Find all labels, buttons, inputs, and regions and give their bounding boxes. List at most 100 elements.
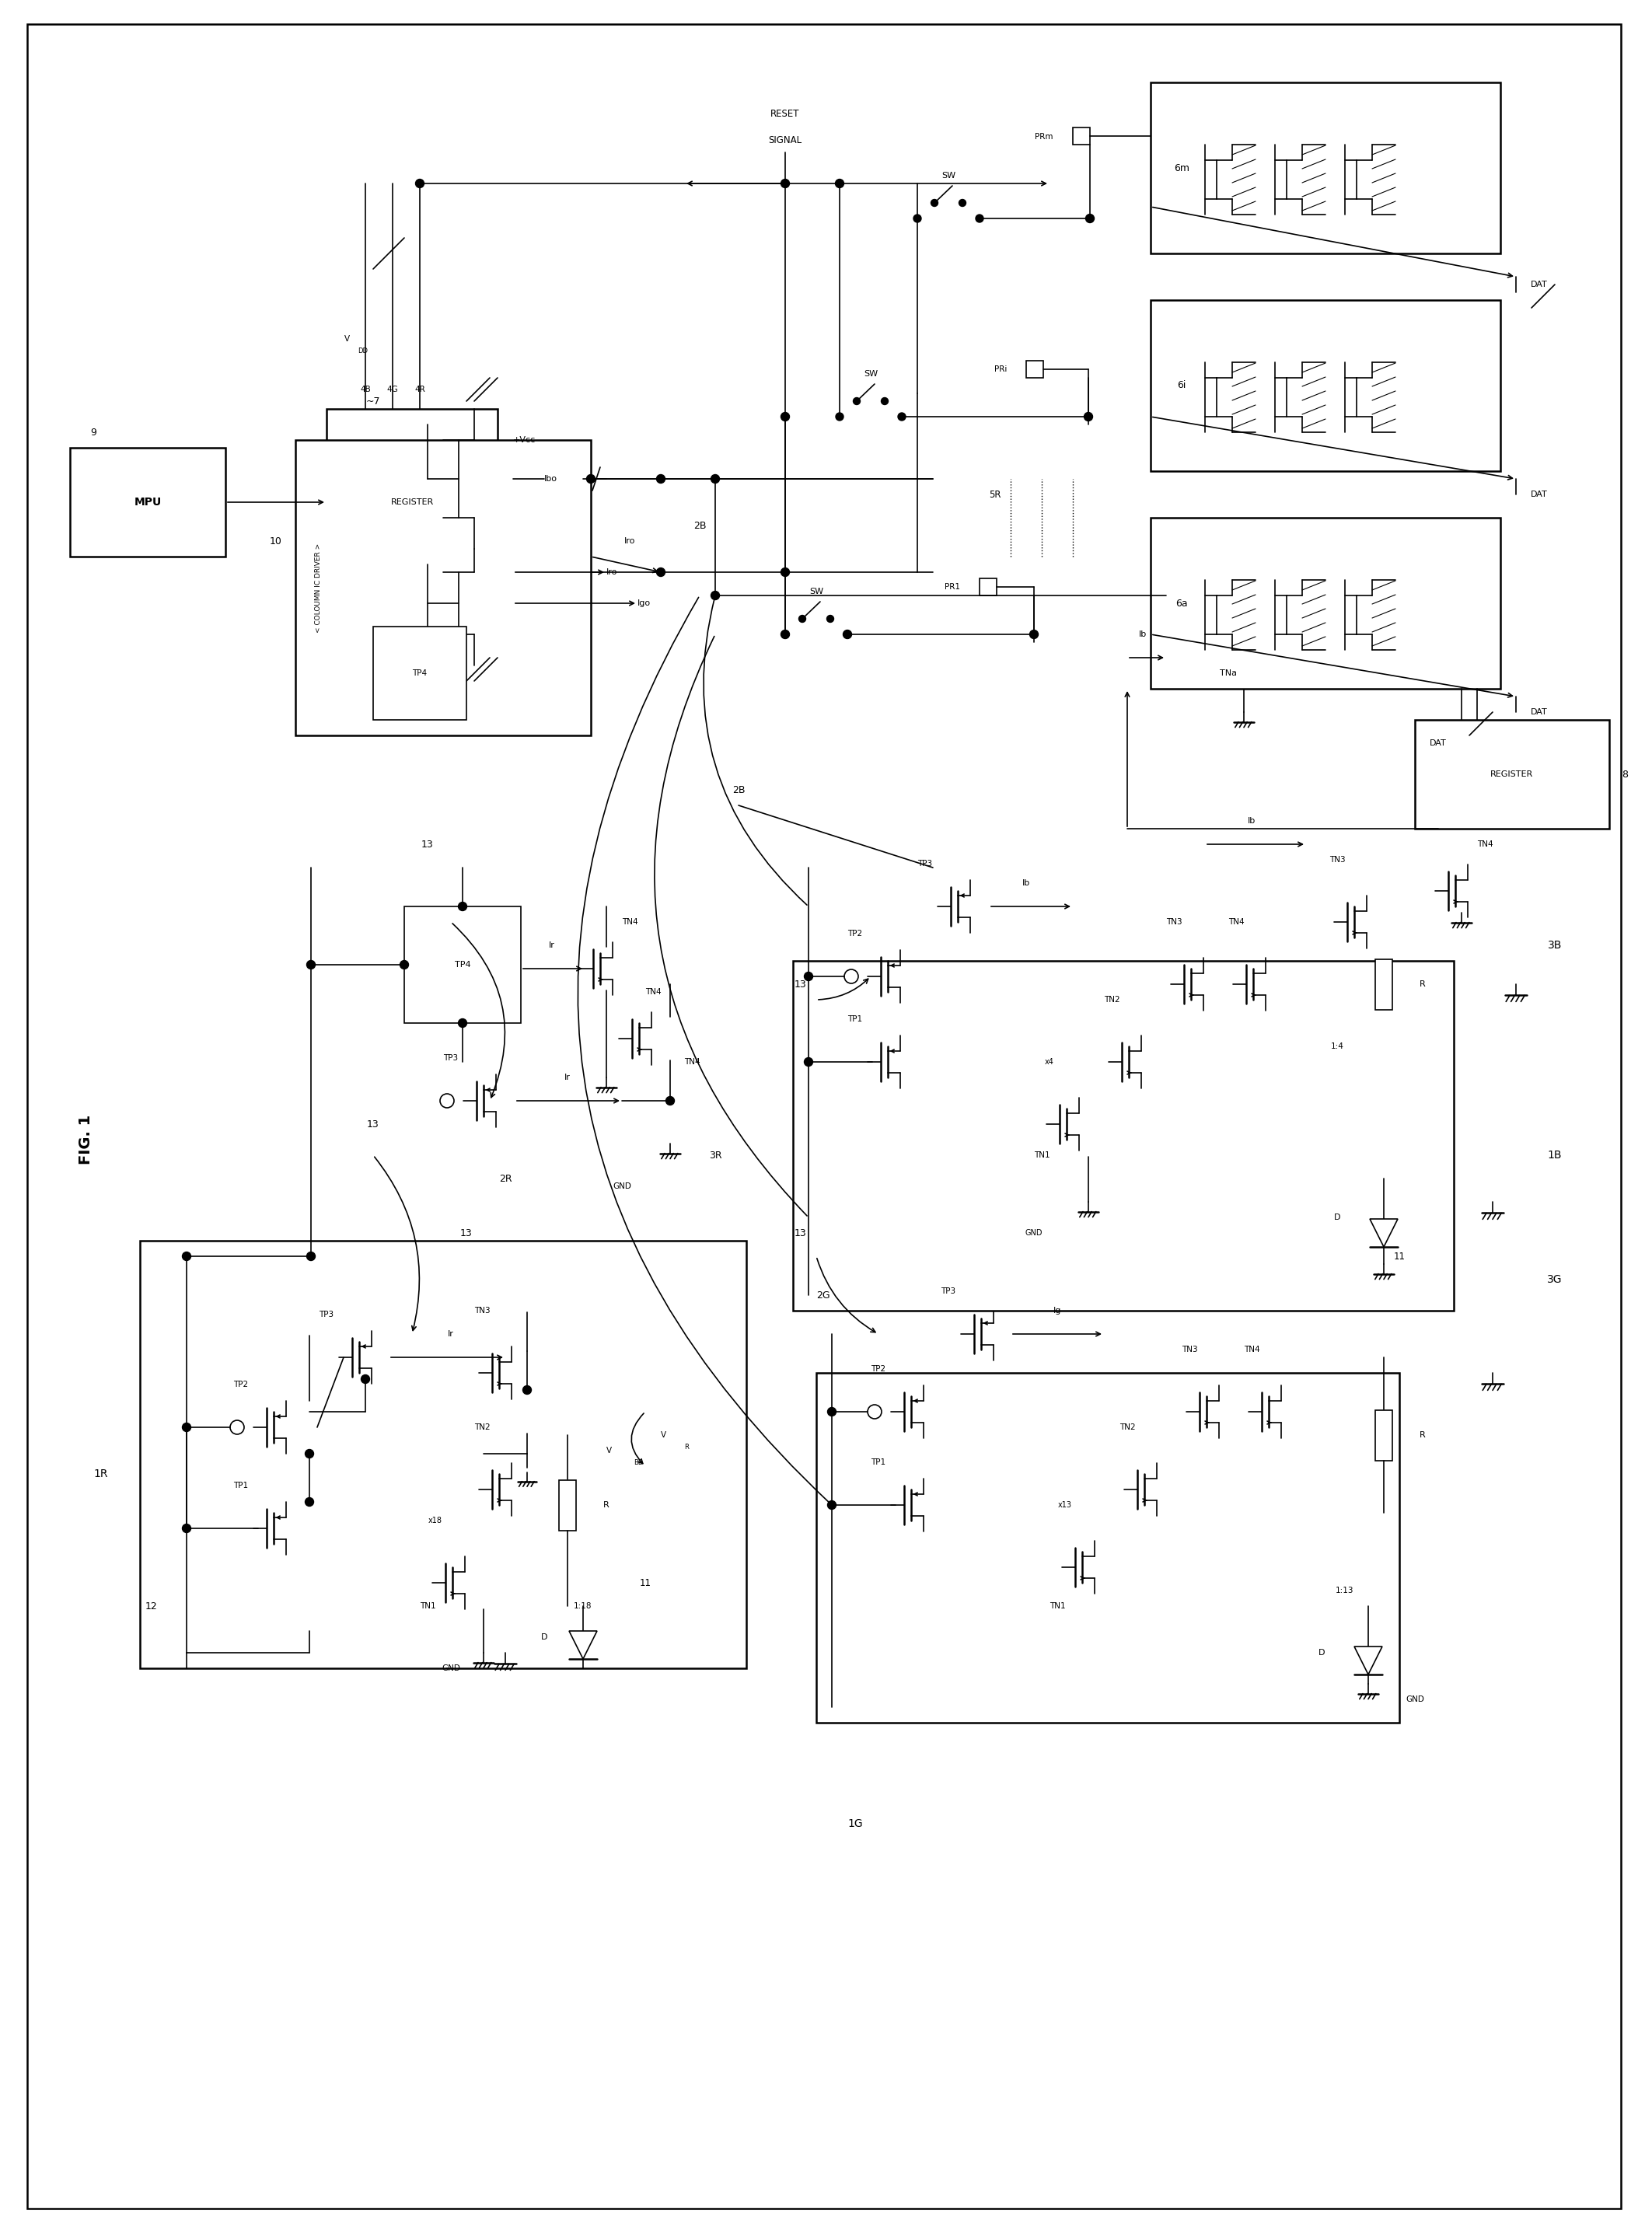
Bar — [816, 1372, 1399, 1722]
Circle shape — [881, 397, 889, 405]
Text: D: D — [1333, 1214, 1340, 1221]
Circle shape — [932, 198, 938, 207]
Text: 2R: 2R — [499, 1174, 512, 1183]
Text: SIGNAL: SIGNAL — [768, 136, 801, 145]
Text: TP1: TP1 — [847, 1016, 862, 1023]
Text: Ir: Ir — [548, 942, 555, 949]
Text: 8: 8 — [1622, 769, 1627, 780]
Text: TP3: TP3 — [443, 1054, 458, 1063]
Text: +Vcc: +Vcc — [514, 437, 535, 443]
Text: R: R — [1419, 980, 1426, 987]
Text: MPU: MPU — [134, 497, 162, 508]
Text: 11: 11 — [1394, 1252, 1406, 1261]
Circle shape — [458, 902, 468, 911]
Circle shape — [458, 1018, 468, 1027]
Bar — [1150, 82, 1500, 254]
Text: DAT: DAT — [1531, 281, 1548, 287]
Text: TP2: TP2 — [233, 1381, 248, 1388]
Text: 13: 13 — [795, 978, 806, 989]
Text: 2B: 2B — [732, 784, 745, 795]
Text: BE: BE — [634, 1459, 643, 1466]
Circle shape — [182, 1424, 192, 1433]
Bar — [140, 1241, 747, 1669]
Text: SW: SW — [864, 370, 877, 379]
Bar — [373, 626, 466, 720]
Text: R: R — [603, 1502, 610, 1508]
Text: R: R — [684, 1444, 689, 1450]
Circle shape — [362, 1375, 370, 1384]
Circle shape — [805, 1058, 813, 1067]
Circle shape — [586, 475, 595, 483]
Bar — [1374, 1410, 1393, 1459]
Bar — [69, 448, 225, 557]
Text: D: D — [1318, 1649, 1325, 1658]
Text: DD: DD — [357, 348, 368, 354]
Circle shape — [1084, 412, 1092, 421]
Text: GND: GND — [1406, 1696, 1424, 1702]
Text: DAT: DAT — [1429, 740, 1447, 746]
Circle shape — [1029, 631, 1037, 639]
Text: 13: 13 — [461, 1228, 472, 1239]
Circle shape — [976, 214, 983, 223]
Text: V: V — [661, 1430, 666, 1439]
Circle shape — [844, 631, 851, 637]
Text: V: V — [344, 334, 350, 343]
Bar — [1150, 301, 1500, 470]
Text: TP4: TP4 — [413, 668, 428, 677]
Circle shape — [899, 412, 905, 421]
Text: 3G: 3G — [1548, 1274, 1563, 1286]
Text: TP1: TP1 — [233, 1482, 248, 1491]
Circle shape — [666, 1096, 674, 1105]
Text: x18: x18 — [428, 1517, 443, 1524]
Text: TN4: TN4 — [621, 918, 638, 927]
Text: TN4: TN4 — [1477, 840, 1493, 849]
Circle shape — [781, 631, 790, 639]
Text: 1G: 1G — [847, 1818, 862, 1829]
Text: 13: 13 — [795, 1228, 806, 1239]
Text: PR1: PR1 — [945, 584, 960, 590]
Text: GND: GND — [613, 1183, 631, 1190]
Circle shape — [781, 631, 790, 637]
Text: 1:18: 1:18 — [573, 1602, 591, 1611]
Circle shape — [307, 1252, 316, 1261]
Circle shape — [826, 615, 834, 622]
Text: TN4: TN4 — [1244, 1346, 1260, 1352]
Circle shape — [656, 568, 666, 577]
Circle shape — [306, 1450, 314, 1457]
Text: DAT: DAT — [1531, 709, 1548, 715]
Text: D: D — [540, 1633, 547, 1642]
Text: TN2: TN2 — [474, 1424, 491, 1430]
Text: 3R: 3R — [709, 1150, 722, 1161]
Text: Iro: Iro — [624, 537, 636, 546]
Text: TP3: TP3 — [319, 1310, 334, 1319]
Text: GND: GND — [1026, 1230, 1042, 1237]
Circle shape — [828, 1502, 836, 1508]
Circle shape — [843, 631, 852, 639]
Bar — [558, 1479, 577, 1531]
Text: RESET: RESET — [770, 109, 800, 118]
Text: Ir: Ir — [448, 1330, 454, 1337]
Bar — [980, 579, 996, 595]
Text: 11: 11 — [639, 1577, 651, 1589]
Circle shape — [307, 960, 316, 969]
Text: 1B: 1B — [1548, 1150, 1563, 1161]
Circle shape — [914, 214, 922, 223]
Text: 9: 9 — [91, 428, 96, 437]
Bar — [327, 410, 497, 595]
Text: 13: 13 — [367, 1118, 380, 1130]
Text: 4R: 4R — [415, 385, 425, 394]
Text: TN4: TN4 — [684, 1058, 700, 1065]
Text: 4B: 4B — [360, 385, 370, 394]
Circle shape — [1085, 214, 1094, 223]
Bar — [296, 439, 591, 735]
Circle shape — [828, 1408, 836, 1417]
Text: 13: 13 — [421, 840, 434, 849]
Text: PRi: PRi — [995, 365, 1006, 372]
Text: Ir: Ir — [565, 1074, 570, 1081]
Text: Ib: Ib — [1138, 631, 1146, 637]
Text: PRm: PRm — [1036, 134, 1054, 140]
Text: REGISTER: REGISTER — [390, 499, 433, 506]
Circle shape — [306, 1497, 314, 1506]
Text: FIG. 1: FIG. 1 — [78, 1114, 93, 1165]
Text: TP3: TP3 — [917, 860, 932, 867]
